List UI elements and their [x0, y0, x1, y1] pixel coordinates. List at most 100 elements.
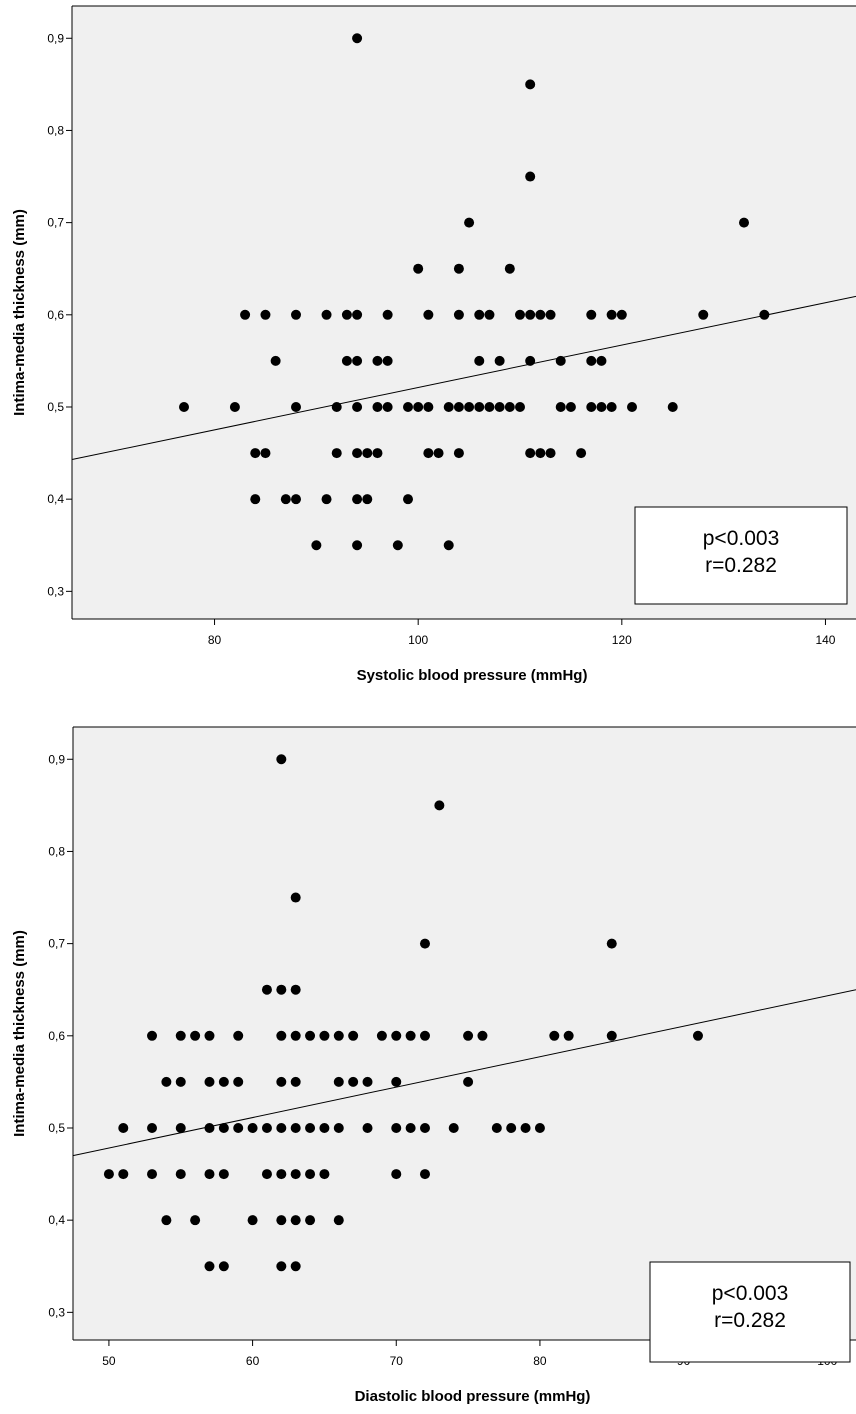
data-point [147, 1122, 158, 1133]
data-point [333, 1122, 344, 1133]
data-point [606, 1030, 617, 1041]
y-tick-label: 0,7 [47, 216, 64, 230]
data-point [233, 1030, 244, 1041]
data-point [311, 540, 322, 551]
data-point [247, 1215, 258, 1226]
data-point [204, 1169, 215, 1180]
x-tick-label: 100 [408, 633, 428, 647]
data-point [362, 448, 373, 459]
data-point [276, 1169, 287, 1180]
data-point [260, 448, 271, 459]
data-point [525, 171, 536, 182]
x-axis-title: Diastolic blood pressure (mmHg) [355, 1388, 591, 1405]
data-point [616, 309, 627, 320]
y-tick-label: 0,8 [48, 844, 65, 858]
data-point [280, 494, 291, 505]
data-point [525, 448, 536, 459]
y-axis-title: Intima-media thickness (mm) [11, 930, 28, 1137]
data-point [506, 1122, 517, 1133]
y-axis-title: Intima-media thickness (mm) [11, 209, 28, 416]
data-point [321, 494, 332, 505]
data-point [118, 1122, 129, 1133]
data-point [179, 401, 189, 412]
data-point [305, 1169, 316, 1180]
data-point [290, 1030, 301, 1041]
data-point [352, 448, 363, 459]
data-point [305, 1122, 316, 1133]
data-point [161, 1215, 172, 1226]
data-point [391, 1076, 402, 1087]
data-point [175, 1169, 186, 1180]
data-point [103, 1169, 114, 1180]
data-point [494, 355, 505, 366]
stats-box [634, 506, 848, 605]
data-point [218, 1122, 229, 1133]
y-tick-label: 0,4 [48, 1213, 65, 1227]
data-point [739, 217, 749, 228]
y-tick-label: 0,7 [48, 937, 65, 951]
data-point [606, 309, 617, 320]
data-point [376, 1030, 387, 1041]
data-point [348, 1030, 359, 1041]
data-point [372, 355, 383, 366]
data-point [443, 401, 454, 412]
data-point [423, 448, 434, 459]
data-point [240, 309, 251, 320]
data-point [276, 1122, 287, 1133]
data-point [433, 448, 444, 459]
data-point [403, 494, 413, 505]
data-point [352, 33, 363, 44]
y-tick-label: 0,5 [48, 1121, 65, 1135]
data-point [291, 494, 301, 505]
data-point [247, 1122, 258, 1133]
data-point [606, 401, 617, 412]
r-value-text: r=0.282 [705, 554, 777, 577]
scatter-chart-2: 0,30,40,50,60,70,80,95060708090100p<0.00… [11, 726, 856, 1405]
data-point [290, 1169, 301, 1180]
data-point [477, 1030, 488, 1041]
stats-box [649, 1261, 851, 1363]
data-point [233, 1076, 244, 1087]
data-point [260, 309, 271, 320]
data-point [463, 1076, 474, 1087]
x-tick-label: 80 [533, 1354, 547, 1368]
data-point [218, 1076, 229, 1087]
data-point [419, 938, 430, 949]
data-point [362, 1076, 373, 1087]
data-point [464, 401, 475, 412]
data-point [698, 309, 709, 320]
data-point [545, 448, 556, 459]
data-point [525, 355, 536, 366]
y-tick-label: 0,6 [48, 1029, 65, 1043]
data-point [586, 401, 597, 412]
data-point [290, 892, 301, 903]
data-point [276, 984, 287, 995]
data-point [474, 401, 485, 412]
y-tick-label: 0,3 [47, 584, 64, 598]
data-point [175, 1030, 186, 1041]
y-tick-label: 0,9 [47, 31, 64, 45]
data-point [352, 309, 363, 320]
data-point [453, 309, 464, 320]
data-point [484, 401, 495, 412]
data-point [331, 448, 342, 459]
data-point [419, 1169, 430, 1180]
data-point [341, 355, 352, 366]
data-point [405, 1122, 416, 1133]
data-point [535, 309, 546, 320]
data-point [464, 217, 475, 228]
data-point [319, 1169, 330, 1180]
data-point [535, 448, 546, 459]
data-point [333, 1215, 344, 1226]
data-point [233, 1122, 244, 1133]
data-point [525, 309, 536, 320]
data-point [341, 309, 352, 320]
data-point [333, 1030, 344, 1041]
data-point [463, 1030, 474, 1041]
data-point [291, 401, 301, 412]
data-point [549, 1030, 560, 1041]
data-point [291, 309, 301, 320]
data-point [545, 309, 556, 320]
data-point [520, 1122, 531, 1133]
data-point [515, 401, 525, 412]
